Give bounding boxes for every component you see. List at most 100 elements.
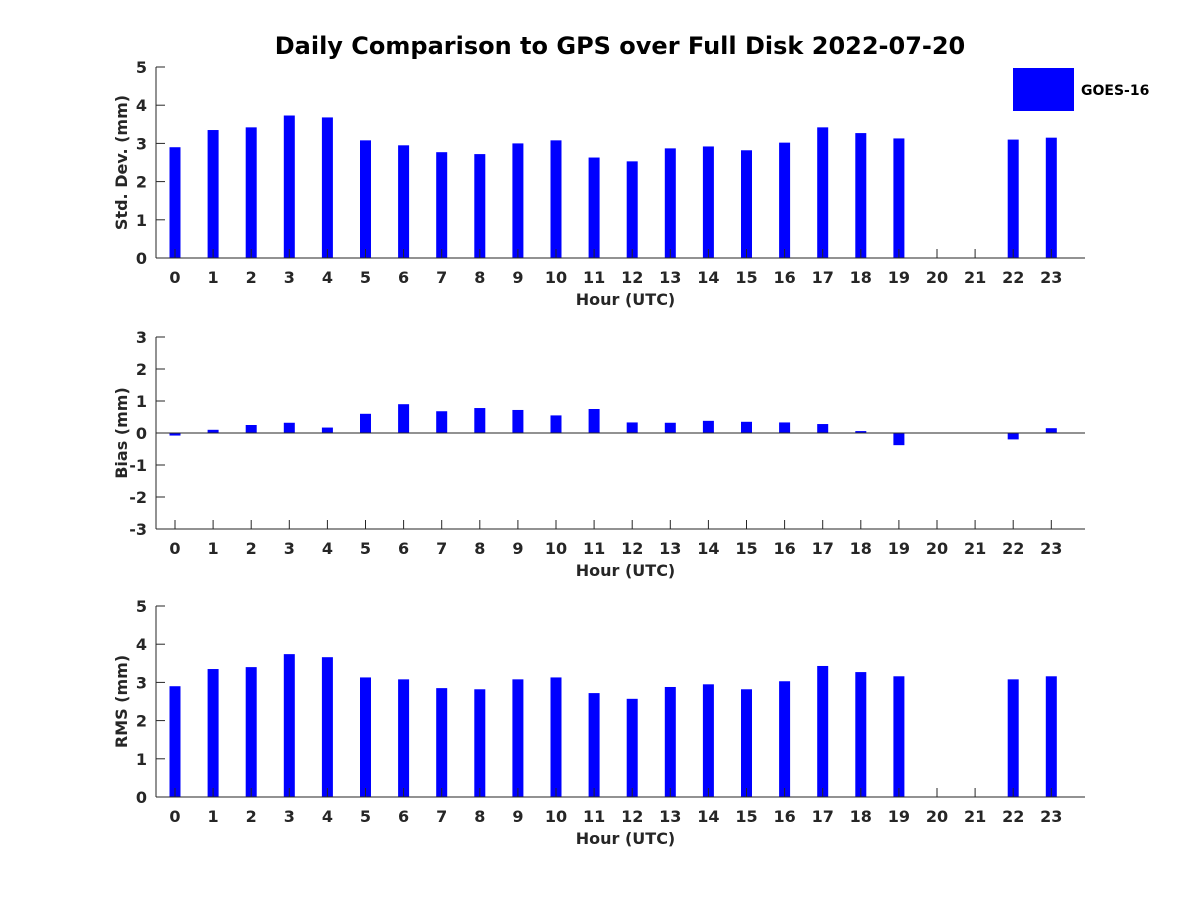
x-tick-label: 16 — [773, 539, 795, 558]
x-tick-label: 22 — [1002, 539, 1024, 558]
x-tick-label: 7 — [436, 268, 447, 287]
y-tick-label: 0 — [136, 788, 147, 807]
bar-hour-10 — [550, 140, 562, 258]
bar-hour-17 — [817, 127, 829, 258]
bar-hour-16 — [779, 142, 791, 258]
y-tick-label: -2 — [129, 488, 147, 507]
bar-hour-14 — [702, 420, 714, 433]
x-tick-label: 12 — [621, 807, 643, 826]
x-tick-label: 13 — [659, 268, 681, 287]
x-tick-label: 23 — [1040, 807, 1062, 826]
x-tick-label: 6 — [398, 539, 409, 558]
y-tick-label: 5 — [136, 597, 147, 616]
bar-hour-3 — [283, 422, 295, 433]
bar-hour-1 — [207, 669, 219, 797]
x-tick-label: 10 — [545, 539, 567, 558]
x-tick-label: 1 — [208, 268, 219, 287]
x-tick-label: 22 — [1002, 807, 1024, 826]
bar-hour-2 — [245, 425, 257, 433]
x-tick-label: 1 — [208, 539, 219, 558]
bar-hour-22 — [1007, 679, 1019, 797]
bar-hour-15 — [741, 421, 752, 433]
x-tick-label: 9 — [512, 539, 523, 558]
bar-hour-13 — [664, 686, 676, 797]
bar-hour-2 — [245, 667, 257, 797]
bar-hour-18 — [855, 133, 867, 258]
bar-hour-13 — [664, 148, 676, 258]
y-tick-label: 2 — [136, 173, 147, 192]
bar-hour-14 — [702, 684, 714, 797]
x-tick-label: 10 — [545, 268, 567, 287]
bar-hour-14 — [702, 146, 714, 258]
bar-hour-5 — [360, 677, 371, 797]
bar-hour-3 — [283, 654, 295, 797]
x-tick-label: 13 — [659, 807, 681, 826]
bar-hour-13 — [664, 422, 676, 433]
x-tick-label: 0 — [169, 807, 180, 826]
y-tick-label: 3 — [136, 134, 147, 153]
x-tick-label: 8 — [474, 539, 485, 558]
bar-hour-5 — [360, 140, 371, 258]
x-tick-label: 12 — [621, 268, 643, 287]
x-tick-label: 2 — [246, 807, 257, 826]
y-tick-label: 1 — [136, 211, 147, 230]
bar-hour-18 — [855, 431, 867, 433]
x-tick-label: 2 — [246, 268, 257, 287]
y-tick-label: 3 — [136, 328, 147, 347]
x-tick-label: 20 — [926, 539, 948, 558]
bar-hour-19 — [893, 676, 905, 797]
y-tick-label: 1 — [136, 392, 147, 411]
bar-hour-12 — [626, 698, 638, 797]
x-tick-label: 22 — [1002, 268, 1024, 287]
x-tick-label: 0 — [169, 539, 180, 558]
bar-hour-0 — [169, 147, 181, 258]
bar-hour-17 — [817, 424, 829, 433]
x-tick-label: 5 — [360, 539, 371, 558]
bar-hour-15 — [741, 689, 752, 797]
x-axis-label: Hour (UTC) — [576, 829, 676, 848]
bar-hour-22 — [1007, 139, 1019, 258]
x-tick-label: 11 — [583, 268, 605, 287]
x-tick-label: 11 — [583, 539, 605, 558]
legend: GOES-16 — [1013, 68, 1149, 111]
x-tick-label: 16 — [773, 807, 795, 826]
y-axis-label: Std. Dev. (mm) — [112, 95, 131, 230]
bar-hour-6 — [398, 404, 410, 433]
bar-hour-7 — [436, 688, 448, 797]
y-tick-label: 2 — [136, 360, 147, 379]
x-tick-label: 21 — [964, 539, 986, 558]
bar-hour-19 — [893, 138, 905, 258]
x-tick-label: 16 — [773, 268, 795, 287]
x-tick-label: 12 — [621, 539, 643, 558]
x-tick-label: 14 — [697, 539, 719, 558]
x-tick-label: 21 — [964, 807, 986, 826]
y-tick-label: -3 — [129, 520, 147, 539]
x-tick-label: 17 — [812, 268, 834, 287]
bar-hour-17 — [817, 665, 829, 797]
bar-hour-11 — [588, 693, 600, 797]
y-axis-label: RMS (mm) — [112, 655, 131, 748]
x-axis-label: Hour (UTC) — [576, 561, 676, 580]
bar-hour-9 — [512, 143, 524, 258]
bar-hour-0 — [169, 433, 181, 436]
bar-hour-8 — [474, 154, 486, 258]
bar-hour-15 — [741, 150, 752, 258]
y-tick-label: 2 — [136, 712, 147, 731]
x-tick-label: 2 — [246, 539, 257, 558]
bar-hour-6 — [398, 145, 410, 258]
x-tick-label: 5 — [360, 807, 371, 826]
bar-hour-1 — [207, 429, 219, 433]
y-tick-label: 0 — [136, 249, 147, 268]
x-tick-label: 15 — [735, 539, 757, 558]
x-tick-label: 23 — [1040, 539, 1062, 558]
legend-swatch — [1013, 68, 1074, 111]
bar-hour-11 — [588, 409, 600, 433]
x-tick-label: 21 — [964, 268, 986, 287]
x-tick-label: 20 — [926, 268, 948, 287]
bar-hour-5 — [360, 413, 371, 433]
x-tick-label: 3 — [284, 268, 295, 287]
